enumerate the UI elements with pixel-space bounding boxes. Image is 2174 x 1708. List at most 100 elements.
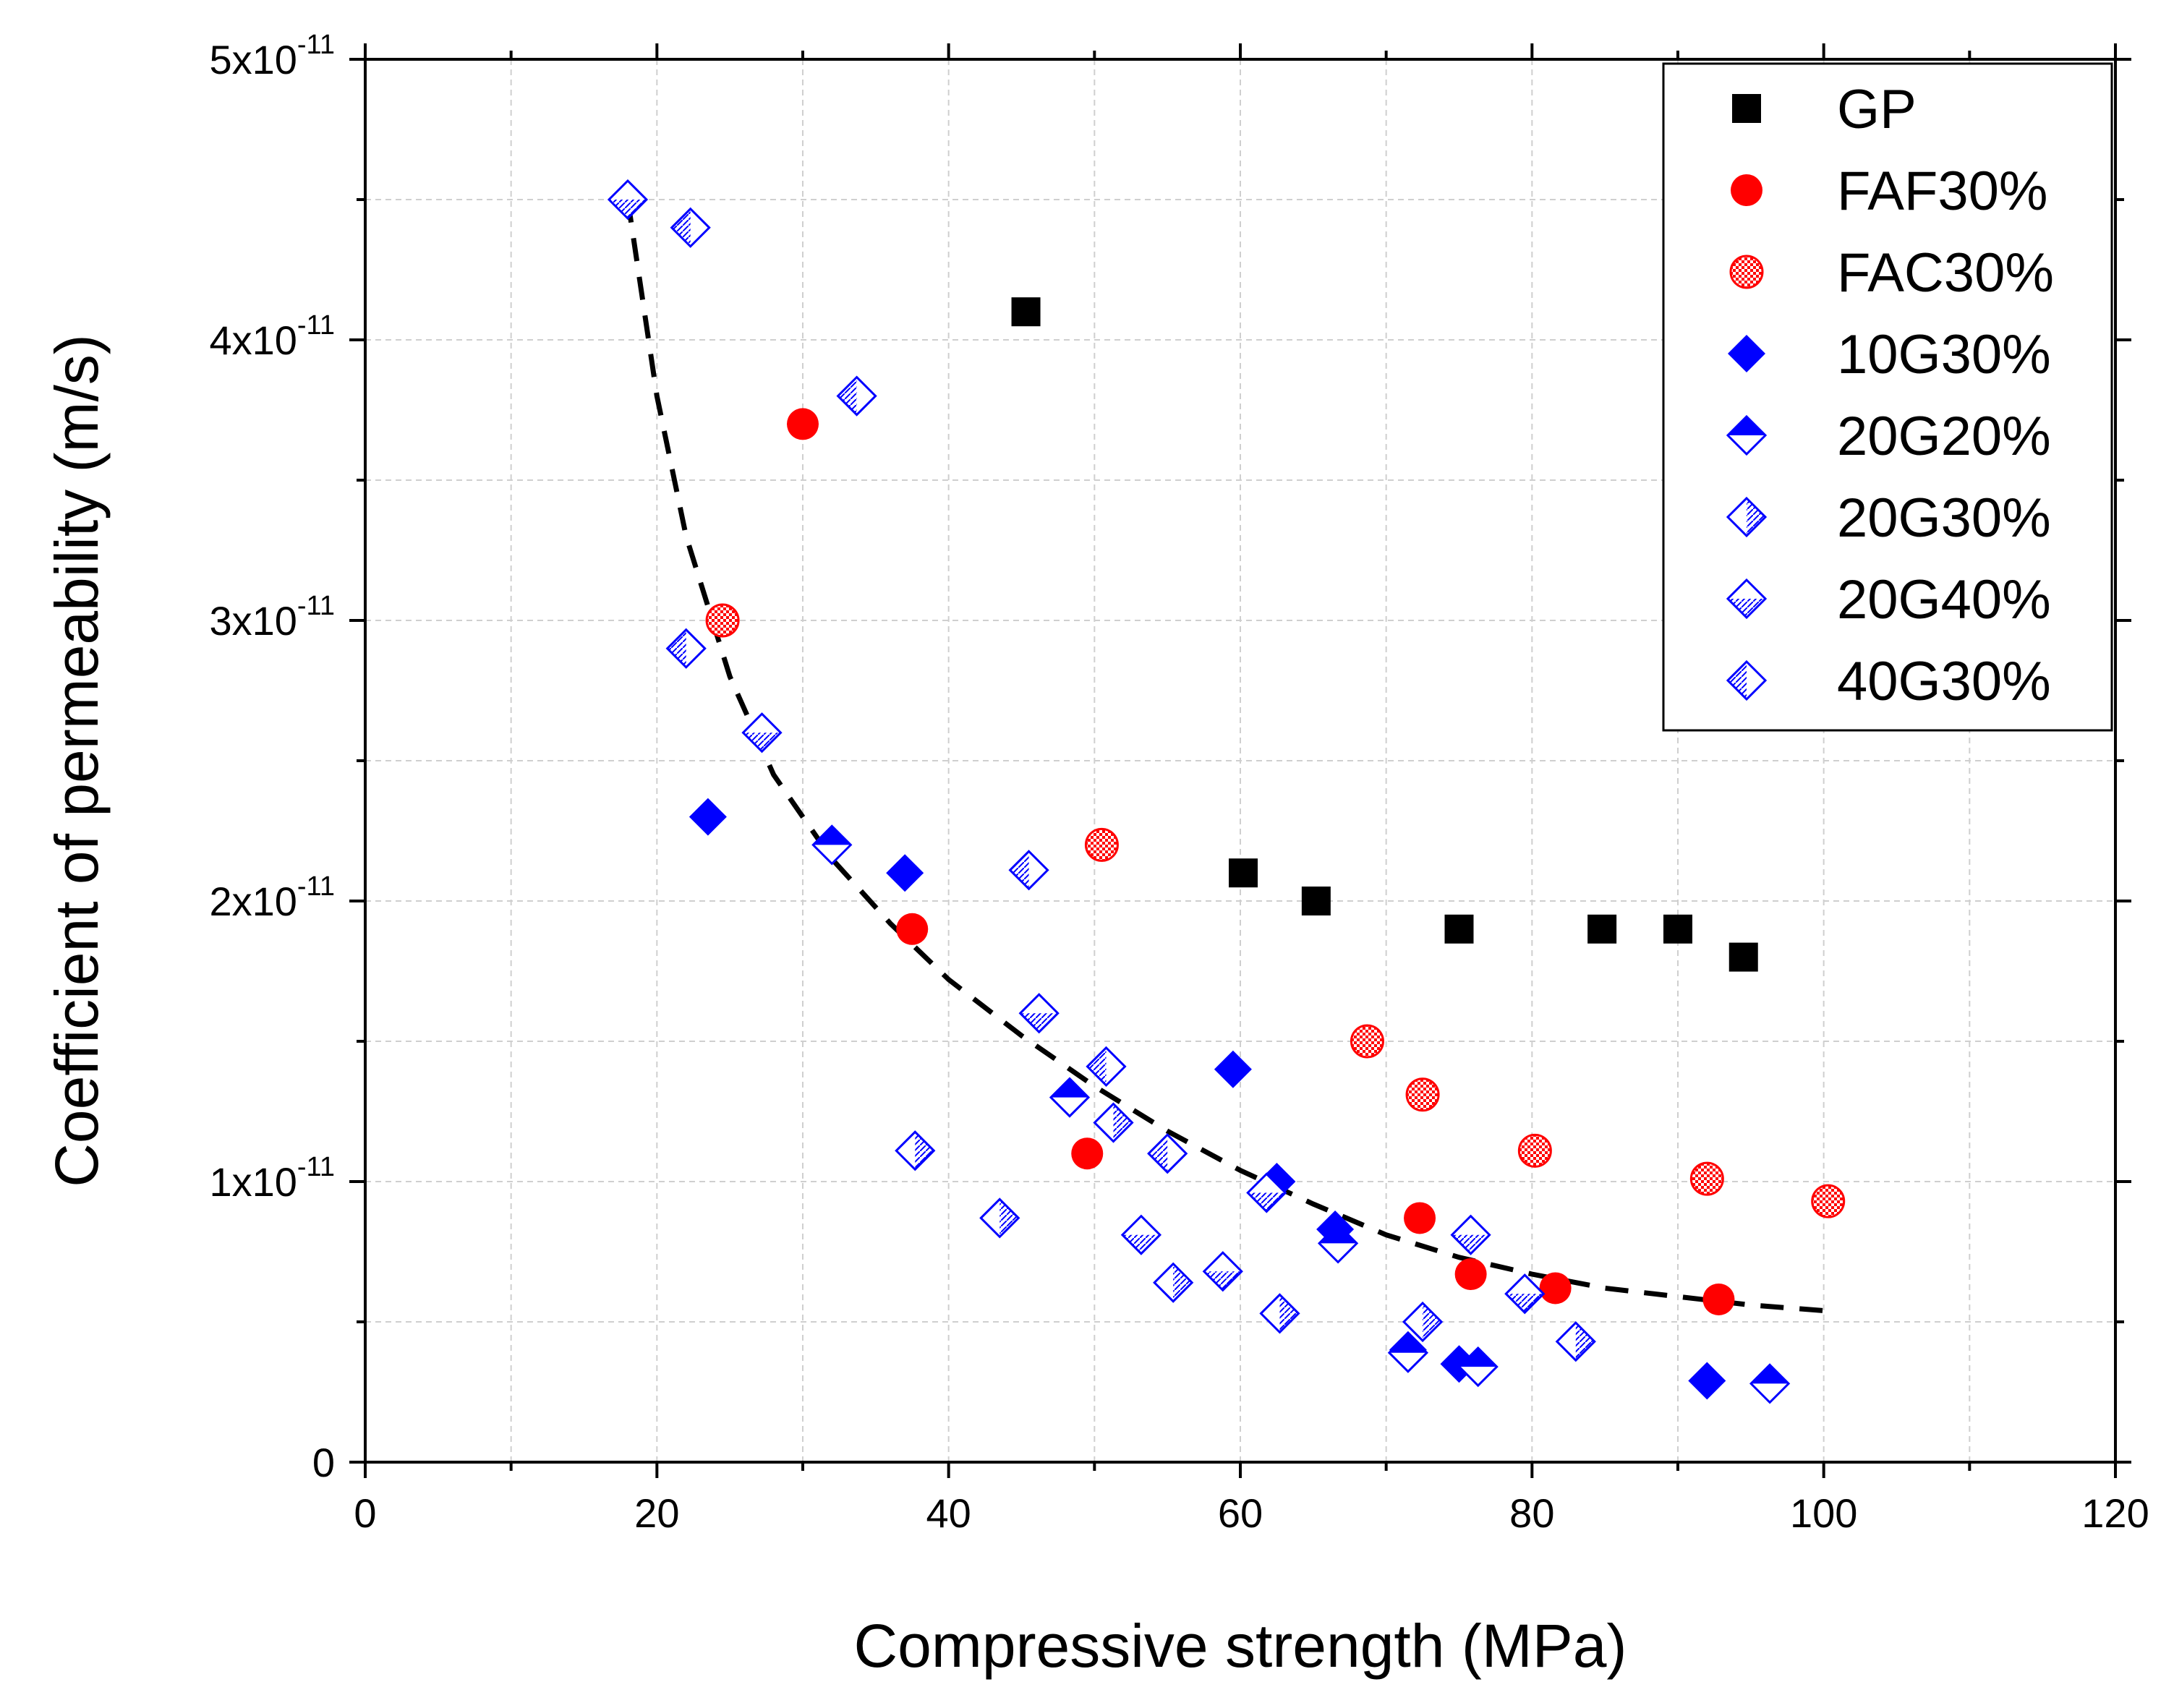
marker-diamond-outline xyxy=(1153,1262,1194,1303)
marker-diamond-outline xyxy=(1317,1223,1359,1264)
marker-circle-hatched xyxy=(1405,1077,1440,1112)
marker-circle-hatched xyxy=(1350,1024,1384,1059)
y-tick-label: 0 xyxy=(312,1440,335,1485)
y-tick-exponent: -11 xyxy=(297,310,335,341)
marker-diamond-outline xyxy=(1259,1293,1300,1334)
y-tick-mantissa: 1x10 xyxy=(209,1159,297,1205)
data-point xyxy=(1749,1363,1791,1404)
data-point xyxy=(1229,858,1258,888)
data-point xyxy=(811,824,853,866)
marker-diamond-half xyxy=(1010,851,1029,889)
legend-label: 10G30% xyxy=(1837,324,2051,385)
y-tick-mantissa: 4x10 xyxy=(209,317,297,363)
data-point xyxy=(1246,1172,1287,1213)
marker-diamond-half xyxy=(1751,1365,1789,1384)
data-point xyxy=(607,179,649,221)
marker-circle-hatched xyxy=(1084,827,1119,862)
y-tick-label: 3x10-11 xyxy=(209,591,335,644)
marker-diamond-outline xyxy=(665,628,707,669)
data-point xyxy=(1086,1046,1127,1088)
marker-diamond-half xyxy=(1319,1224,1357,1244)
marker-diamond-half xyxy=(667,629,686,667)
marker-diamond-half xyxy=(1747,498,1765,536)
legend-marker xyxy=(1732,94,1761,123)
marker-diamond-outline xyxy=(1120,1214,1162,1255)
data-point xyxy=(1120,1214,1162,1255)
legend-label: 20G30% xyxy=(1837,487,2051,549)
data-point xyxy=(1301,887,1331,915)
marker-diamond-outline xyxy=(1402,1301,1444,1343)
marker-diamond-half xyxy=(999,1199,1019,1237)
marker-diamond-half xyxy=(743,733,781,752)
marker-diamond xyxy=(689,798,727,836)
data-point xyxy=(1688,1362,1726,1400)
data-point xyxy=(1555,1321,1596,1362)
legend-marker xyxy=(1726,578,1768,620)
data-point xyxy=(836,375,877,417)
data-point xyxy=(1093,1102,1134,1143)
marker-circle-hatched xyxy=(1689,1161,1724,1196)
marker-diamond-half xyxy=(1173,1263,1193,1302)
marker-diamond-half xyxy=(1203,1271,1242,1291)
legend: GP FAF30% FAC30% 10G30% 20G20% 20G30% 20G40% 40… xyxy=(1662,62,2113,732)
marker-circle-hatched xyxy=(1517,1133,1552,1168)
marker-diamond-outline xyxy=(741,712,783,753)
x-tick-label: 80 xyxy=(1509,1490,1554,1536)
data-point xyxy=(1350,1024,1384,1059)
marker-circle xyxy=(1539,1272,1572,1305)
data-point xyxy=(1444,914,1474,944)
marker-diamond-outline xyxy=(1049,1077,1091,1118)
marker-diamond-outline xyxy=(1147,1133,1188,1174)
marker-square xyxy=(1663,914,1692,944)
data-point xyxy=(1689,1161,1724,1196)
y-tick-exponent: -11 xyxy=(297,30,335,60)
x-tick-label: 120 xyxy=(2081,1490,2149,1536)
x-tick-label: 40 xyxy=(926,1490,971,1536)
marker-diamond-outline xyxy=(1008,850,1049,891)
data-point xyxy=(1049,1077,1091,1118)
y-tick-mantissa: 3x10 xyxy=(209,598,297,644)
marker-diamond-outline xyxy=(895,1130,936,1171)
trend-line-layer xyxy=(625,199,1824,1313)
y-tick-label: 1x10-11 xyxy=(209,1152,335,1205)
marker-diamond-outline xyxy=(1018,993,1060,1034)
marker-diamond-outline xyxy=(1086,1046,1127,1088)
data-point xyxy=(1404,1202,1436,1234)
marker-diamond-outline xyxy=(1093,1102,1134,1143)
marker-diamond-outline xyxy=(836,375,877,417)
axes xyxy=(349,43,2131,1478)
y-tick-label: 2x10-11 xyxy=(209,871,335,924)
x-tick-label: 100 xyxy=(1790,1490,1857,1536)
legend-box xyxy=(1662,62,2113,732)
legend-label: 20G40% xyxy=(1837,569,2051,631)
legend-marker xyxy=(1729,255,1764,289)
marker-circle xyxy=(1404,1202,1436,1234)
marker-diamond-half xyxy=(915,1132,934,1170)
marker-diamond-outline xyxy=(1246,1172,1287,1213)
y-tick-mantissa: 5x10 xyxy=(209,37,297,82)
data-point xyxy=(979,1197,1020,1239)
data-point xyxy=(1539,1272,1572,1305)
marker-square xyxy=(1587,914,1617,944)
x-tick-label: 60 xyxy=(1218,1490,1263,1536)
trend-line xyxy=(625,199,1824,1313)
marker-diamond-half xyxy=(1122,1234,1160,1254)
marker-diamond-half xyxy=(1423,1303,1442,1341)
data-point xyxy=(1517,1133,1552,1168)
marker-diamond-outline xyxy=(1387,1332,1429,1373)
marker-diamond-half xyxy=(1113,1103,1133,1142)
data-point xyxy=(1008,850,1049,891)
marker-diamond-outline xyxy=(1726,578,1768,620)
marker-circle-hatched xyxy=(1729,255,1764,289)
marker-diamond xyxy=(1214,1050,1252,1088)
data-point xyxy=(1663,914,1692,944)
marker-diamond-half xyxy=(1728,599,1765,618)
marker-diamond-outline xyxy=(811,824,853,866)
marker-diamond-outline xyxy=(670,207,711,248)
marker-circle xyxy=(1731,174,1762,206)
marker-diamond-outline xyxy=(1726,414,1768,456)
data-point xyxy=(787,408,819,440)
marker-diamond-half xyxy=(1389,1333,1427,1353)
marker-diamond-half xyxy=(1728,662,1747,699)
